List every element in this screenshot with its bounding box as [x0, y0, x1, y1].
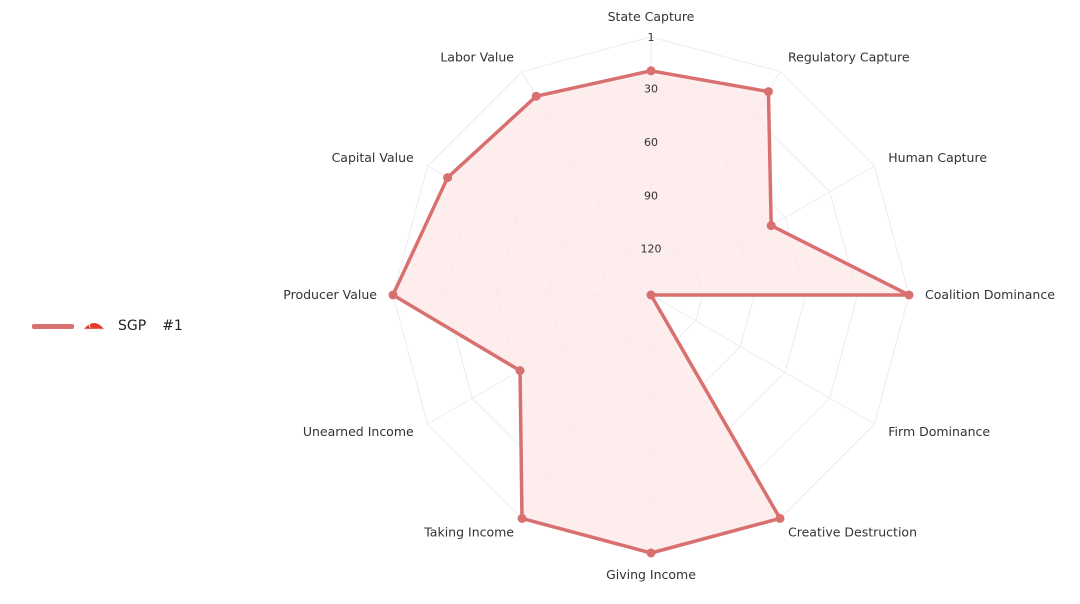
axis-label: Coalition Dominance	[925, 287, 1055, 302]
radial-tick-labels: 1 30 60 90 120	[641, 31, 662, 256]
axis-label: Taking Income	[423, 524, 514, 539]
data-point[interactable]	[646, 66, 656, 76]
data-point[interactable]	[388, 290, 398, 300]
axis-label: Unearned Income	[303, 424, 414, 439]
axis-label: Capital Value	[332, 150, 414, 165]
data-point[interactable]	[904, 290, 914, 300]
axis-label: State Capture	[608, 9, 695, 24]
legend[interactable]: SGP #1	[32, 318, 183, 334]
axis-label: Labor Value	[440, 50, 514, 65]
axis-labels: State Capture Regulatory Capture Human Cap…	[283, 9, 1055, 582]
data-point[interactable]	[517, 513, 527, 523]
axis-label: Creative Destruction	[788, 524, 917, 539]
radial-tick-label: 120	[641, 243, 662, 256]
data-point[interactable]	[515, 366, 525, 376]
data-point[interactable]	[531, 91, 541, 101]
data-point[interactable]	[646, 290, 656, 300]
axis-label: Human Capture	[888, 150, 987, 165]
data-point[interactable]	[763, 87, 773, 97]
axis-label: Firm Dominance	[888, 424, 990, 439]
axis-label: Regulatory Capture	[788, 50, 910, 65]
data-point[interactable]	[766, 221, 776, 231]
data-point[interactable]	[443, 173, 453, 183]
data-point[interactable]	[646, 548, 656, 558]
legend-series-name: SGP	[118, 318, 147, 334]
grid-spoke	[650, 294, 875, 425]
legend-swatch	[32, 323, 74, 329]
radial-tick-label: 30	[644, 83, 658, 96]
radial-tick-label: 90	[644, 189, 658, 202]
radial-tick-label: 60	[644, 136, 658, 149]
axis-label: Giving Income	[606, 567, 696, 582]
legend-series-rank: #1	[162, 318, 183, 334]
data-point[interactable]	[775, 513, 785, 523]
axis-label: Producer Value	[283, 287, 377, 302]
radial-tick-label: 1	[648, 31, 655, 44]
radar-series	[388, 66, 914, 558]
singapore-flag-icon	[82, 319, 106, 333]
